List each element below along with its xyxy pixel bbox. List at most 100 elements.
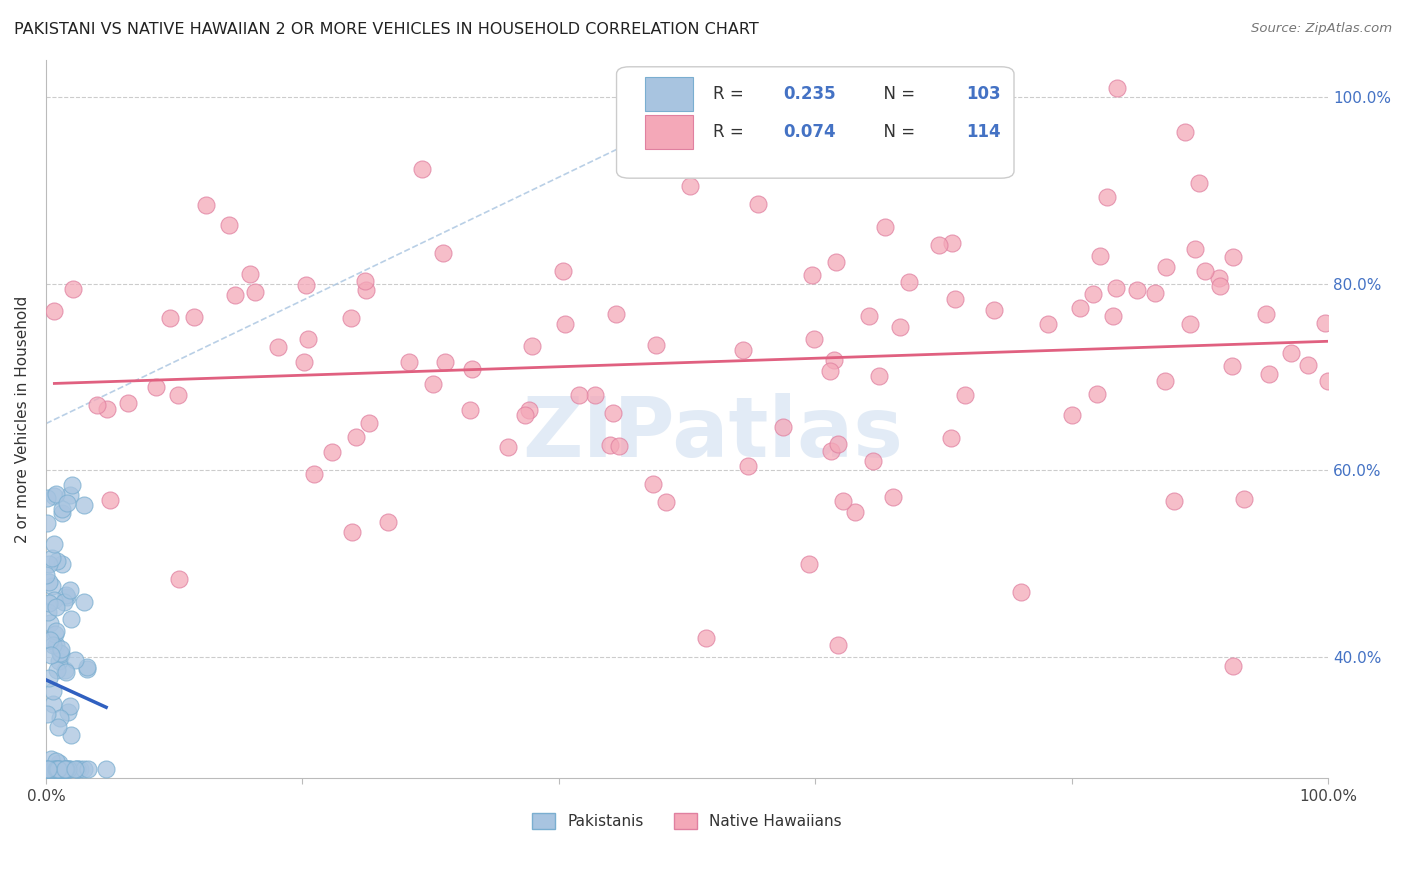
- Point: [605, 307, 627, 321]
- Point: [42, 638, 65, 652]
- Text: R =: R =: [713, 123, 749, 141]
- Point: [1194, 264, 1216, 278]
- Point: [1107, 80, 1129, 95]
- Point: [1087, 387, 1109, 401]
- Point: [1222, 659, 1244, 673]
- Point: [86, 398, 108, 412]
- Point: [55, 665, 77, 679]
- Point: [167, 572, 190, 586]
- Point: [76, 660, 98, 674]
- Text: 0.074: 0.074: [783, 123, 835, 141]
- Point: [73, 498, 96, 512]
- Point: [832, 494, 855, 508]
- Point: [41, 762, 63, 776]
- Point: [377, 515, 399, 529]
- Point: [145, 380, 167, 394]
- Point: [825, 254, 848, 268]
- Point: [496, 440, 519, 454]
- Point: [63, 653, 86, 667]
- Point: [353, 274, 375, 288]
- Point: [35, 568, 58, 582]
- Point: [35, 516, 58, 531]
- Point: [51, 558, 73, 572]
- Point: [655, 495, 678, 509]
- Point: [48, 762, 70, 776]
- Point: [875, 219, 897, 234]
- Point: [733, 343, 755, 357]
- Text: 0.235: 0.235: [783, 85, 835, 103]
- Point: [44, 627, 66, 641]
- Point: [1279, 345, 1302, 359]
- Point: [519, 403, 541, 417]
- Point: [52, 762, 75, 776]
- Point: [1081, 286, 1104, 301]
- Point: [1174, 125, 1197, 139]
- Point: [73, 595, 96, 609]
- Point: [51, 507, 73, 521]
- Point: [58, 762, 80, 776]
- Point: [37, 762, 59, 776]
- Point: [520, 338, 543, 352]
- Point: [983, 302, 1005, 317]
- Point: [55, 496, 77, 510]
- Point: [695, 632, 717, 646]
- Point: [862, 454, 884, 468]
- Point: [1296, 358, 1319, 372]
- Point: [1222, 250, 1244, 264]
- Text: Source: ZipAtlas.com: Source: ZipAtlas.com: [1251, 22, 1392, 36]
- Point: [41, 550, 63, 565]
- Point: [344, 430, 367, 444]
- Point: [38, 762, 60, 776]
- Point: [49, 762, 72, 776]
- Point: [45, 762, 67, 776]
- Point: [73, 762, 96, 776]
- Point: [868, 368, 890, 383]
- Point: [51, 502, 73, 516]
- Point: [56, 706, 79, 720]
- FancyBboxPatch shape: [645, 115, 693, 150]
- Point: [1313, 316, 1336, 330]
- Point: [45, 755, 67, 769]
- Point: [928, 237, 950, 252]
- Point: [48, 762, 70, 776]
- Point: [858, 309, 880, 323]
- Point: [461, 362, 484, 376]
- Point: [48, 654, 70, 668]
- Point: [96, 402, 118, 417]
- Point: [76, 662, 98, 676]
- Point: [46, 762, 69, 776]
- Point: [94, 762, 117, 776]
- Point: [37, 707, 59, 722]
- Point: [889, 319, 911, 334]
- Point: [53, 762, 76, 776]
- Point: [432, 246, 454, 260]
- Point: [772, 420, 794, 434]
- Text: 114: 114: [966, 123, 1001, 141]
- Point: [245, 285, 267, 299]
- Point: [1143, 286, 1166, 301]
- Point: [1180, 317, 1202, 331]
- Point: [53, 762, 76, 776]
- Point: [49, 642, 72, 657]
- Point: [55, 762, 77, 776]
- Point: [45, 762, 67, 776]
- Point: [52, 762, 75, 776]
- Point: [583, 388, 606, 402]
- Point: [46, 720, 69, 734]
- Point: [398, 355, 420, 369]
- Point: [46, 762, 69, 776]
- Point: [48, 762, 70, 776]
- Point: [1038, 318, 1060, 332]
- Point: [297, 333, 319, 347]
- Point: [827, 638, 849, 652]
- Point: [267, 340, 290, 354]
- Point: [340, 525, 363, 540]
- Point: [302, 467, 325, 481]
- Point: [747, 196, 769, 211]
- Point: [945, 292, 967, 306]
- Point: [56, 762, 79, 776]
- Point: [53, 664, 76, 678]
- Point: [159, 311, 181, 326]
- Point: [224, 287, 246, 301]
- Point: [35, 762, 58, 776]
